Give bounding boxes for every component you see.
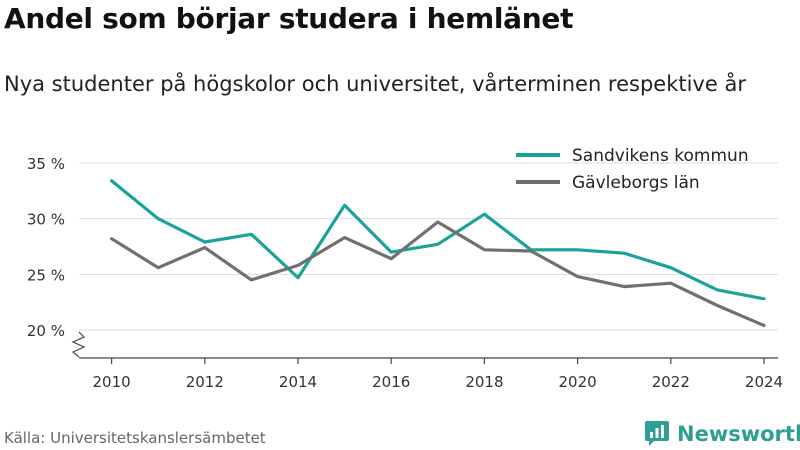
x-tick-label: 2014	[279, 373, 317, 391]
x-tick-label: 2022	[652, 373, 690, 391]
brand-logo: Newsworthy	[644, 420, 800, 447]
x-tick-label: 2020	[559, 373, 597, 391]
chart-subtitle: Nya studenter på högskolor och universit…	[4, 72, 746, 96]
x-tick-label: 2012	[186, 373, 224, 391]
x-tick-label: 2024	[745, 373, 783, 391]
legend-label: Gävleborgs län	[572, 173, 700, 193]
source-note: Källa: Universitetskanslersämbetet	[4, 429, 266, 447]
x-tick-label: 2010	[93, 373, 131, 391]
chart-title: Andel som börjar studera i hemlänet	[4, 2, 574, 35]
axis-break-icon	[71, 331, 86, 358]
newsworthy-logo-icon	[645, 421, 669, 446]
y-tick-label: 30 %	[27, 211, 65, 229]
y-tick-label: 25 %	[27, 266, 65, 284]
series-line-1	[109, 220, 766, 328]
brand-name: Newsworthy	[677, 421, 800, 446]
y-tick-label: 35 %	[27, 155, 65, 173]
series-line-0	[109, 179, 766, 301]
x-tick-label: 2016	[372, 373, 410, 391]
y-tick-label: 20 %	[27, 322, 65, 340]
legend-label: Sandvikens kommun	[572, 146, 749, 166]
x-tick-label: 2018	[465, 373, 503, 391]
